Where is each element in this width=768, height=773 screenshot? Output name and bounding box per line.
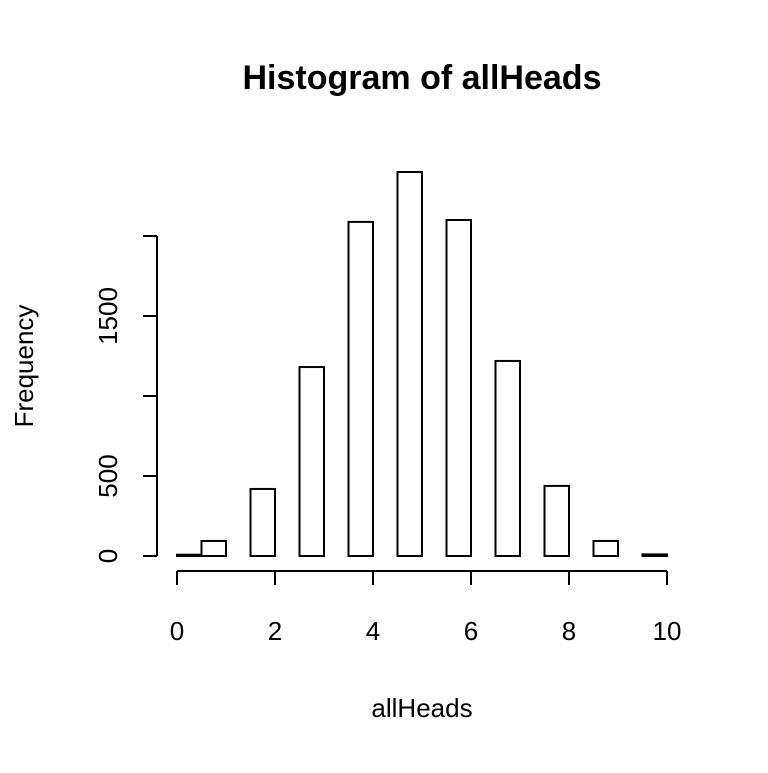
bar	[494, 359, 521, 557]
chart-title: Histogram of allHeads	[243, 59, 602, 97]
x-tick-label: 10	[653, 616, 682, 646]
bar	[347, 220, 374, 557]
bar	[396, 171, 423, 557]
bar	[249, 487, 276, 557]
bar	[641, 553, 668, 558]
x-axis-label: allHeads	[371, 693, 472, 723]
bar	[445, 219, 472, 557]
bar	[592, 539, 619, 558]
x-tick-label: 0	[170, 616, 184, 646]
y-axis-label: Frequency	[9, 305, 39, 428]
bar	[543, 484, 570, 558]
bar	[176, 553, 203, 557]
y-tick-label: 0	[93, 549, 123, 563]
y-tick-label: 1500	[93, 287, 123, 345]
bar	[200, 539, 227, 558]
y-tick-label: 500	[93, 454, 123, 497]
bar	[298, 366, 325, 558]
x-tick-label: 8	[562, 616, 576, 646]
x-tick-label: 6	[464, 616, 478, 646]
x-tick-label: 2	[268, 616, 282, 646]
x-tick-label: 4	[366, 616, 380, 646]
